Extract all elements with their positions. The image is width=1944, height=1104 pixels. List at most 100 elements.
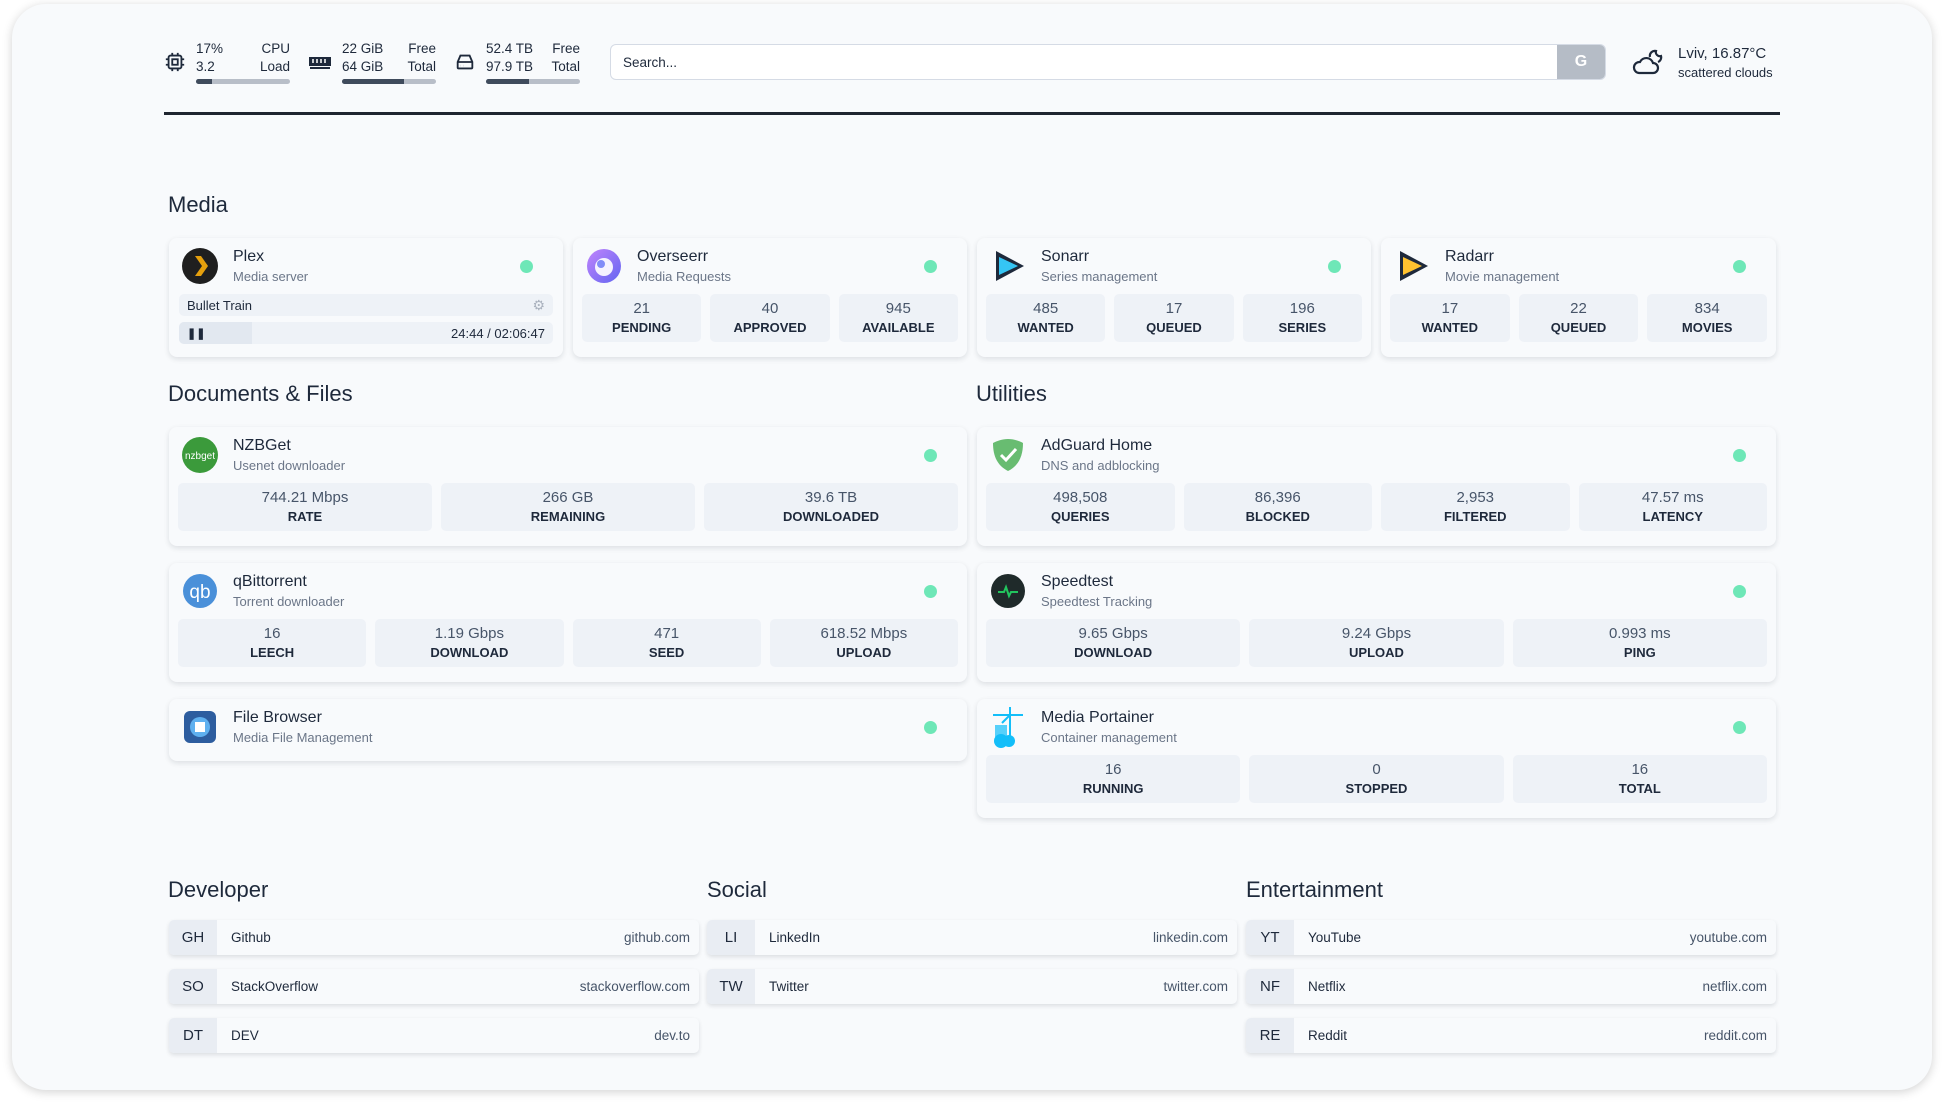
service-name: Media Portainer [1041,709,1154,726]
stat-value: 9.24 Gbps [1341,625,1412,642]
service-card-adguard[interactable]: AdGuard Home DNS and adblocking 498,508 QU… [977,427,1776,546]
service-description: Container management [1041,730,1177,745]
stat-value: 40 [761,300,779,317]
service-card-overseerr[interactable]: Overseerr Media Requests 21 PENDING 40 APPRO… [573,238,967,357]
stat-box: 40 APPROVED [710,294,830,342]
memory-icon [309,57,331,69]
stat-label: SERIES [1278,320,1327,335]
disk-free-label: Free [552,41,580,56]
section-title-utilities: Utilities [976,381,1047,406]
service-name: qBittorrent [233,573,307,590]
playback-progress[interactable]: ❚❚ 24:44 / 02:06:47 [179,322,553,344]
bookmark-twitter[interactable]: TW Twitter twitter.com [707,969,1237,1004]
bookmark-dev[interactable]: DT DEV dev.to [169,1018,699,1053]
status-dot [1733,720,1746,734]
svg-text:qb: qb [189,582,210,603]
stat-box: 196 SERIES [1242,294,1362,342]
overseerr-icon [585,247,623,285]
bookmark-url: github.com [623,930,690,945]
bookmark-url: stackoverflow.com [579,979,690,994]
stat-value: 9.65 Gbps [1078,625,1148,642]
stat-label: PING [1623,645,1656,660]
stat-box: 39.6 TB DOWNLOADED [704,483,958,531]
stat-value: 16 [263,625,281,642]
cpu-widget: 17% CPU 3.2 Load [164,40,290,84]
stat-label: QUEUED [1146,320,1202,335]
weather-condition: scattered clouds [1678,64,1773,80]
ram-total-label: Total [407,59,436,74]
stat-label: DOWNLOAD [430,645,509,660]
speedtest-icon [989,572,1027,610]
cpu-label: CPU [261,41,290,56]
stat-label: FILTERED [1443,509,1507,524]
bookmark-abbr: SO [169,969,217,1004]
stat-box: 17 WANTED [1390,294,1510,342]
disk-widget: 52.4 TB Free 97.9 TB Total [454,40,580,84]
now-playing-title-row: Bullet Train ⚙ [179,294,553,316]
bookmark-youtube[interactable]: YT YouTube youtube.com [1246,920,1776,955]
service-description: Speedtest Tracking [1041,594,1153,609]
bookmark-url: dev.to [654,1028,690,1043]
cpu-usage: 17% [196,41,224,56]
service-name: File Browser [233,709,322,726]
bookmark-github[interactable]: GH Github github.com [169,920,699,955]
settings-icon[interactable]: ⚙ [532,296,545,313]
ram-total: 64 GiB [342,59,384,74]
stat-value: 498,508 [1053,489,1108,506]
bookmark-url: twitter.com [1163,979,1228,994]
ram-free: 22 GiB [342,41,384,56]
status-dot [924,448,937,462]
stat-box: 485 WANTED [986,294,1106,342]
stat-label: LEECH [250,645,295,660]
bookmark-stackoverflow[interactable]: SO StackOverflow stackoverflow.com [169,969,699,1004]
bookmark-netflix[interactable]: NF Netflix netflix.com [1246,969,1776,1004]
bookmark-name: Github [231,930,271,945]
service-card-portainer[interactable]: Media Portainer Container management 16 RU… [977,699,1776,818]
service-name: Radarr [1445,248,1494,265]
search-button[interactable]: G [1557,45,1605,79]
service-description: Media File Management [233,730,373,745]
stat-value: 86,396 [1254,489,1301,506]
stat-label: QUERIES [1050,509,1110,524]
stat-value: 21 [633,300,650,317]
service-card-filebrowser[interactable]: File Browser Media File Management [169,699,967,761]
disk-total: 97.9 TB [486,59,534,74]
bookmark-reddit[interactable]: RE Reddit reddit.com [1246,1018,1776,1053]
header-divider [164,112,1780,115]
stat-value: 266 GB [542,489,594,506]
stat-value: 17 [1165,300,1183,317]
status-dot [1733,584,1746,598]
pause-icon[interactable]: ❚❚ [187,327,206,340]
bookmark-linkedin[interactable]: LI LinkedIn linkedin.com [707,920,1237,955]
load-label: Load [259,59,290,74]
stat-label: WANTED [1421,320,1478,335]
filebrowser-icon [181,708,219,746]
service-card-plex[interactable]: Plex Media server Bullet Train ⚙ ❚❚ 24:44 … [169,238,563,357]
hard-drive-icon [456,54,474,70]
service-card-radarr[interactable]: Radarr Movie management 17 WANTED 22 QUEUED 8… [1381,238,1776,357]
stat-value: 22 [1570,300,1587,317]
stat-box: 9.24 Gbps UPLOAD [1249,619,1504,667]
bookmark-name: Twitter [769,979,809,994]
stat-box: 2,953 FILTERED [1381,483,1570,531]
service-card-speedtest[interactable]: Speedtest Speedtest Tracking 9.65 Gbps DOW… [977,563,1776,682]
cloud-moon-icon [1632,49,1663,75]
stat-value: 618.52 Mbps [820,625,908,642]
service-card-qbittorrent[interactable]: qb qBittorrent Torrent downloader 16 LEECH… [169,563,967,682]
adguard-icon [989,436,1027,474]
bookmarks-developer: GH Github github.com SO StackOverflow stackov… [169,920,699,1067]
now-playing-title: Bullet Train [187,297,253,313]
disk-total-label: Total [551,59,580,74]
ram-bar [342,79,436,84]
service-name: Overseerr [637,248,709,265]
stat-value: 945 [885,300,911,317]
service-card-nzbget[interactable]: nzbget NZBGet Usenet downloader 744.21 Mb… [169,427,967,546]
search-input[interactable] [611,45,1557,79]
stat-value: 47.57 ms [1641,489,1704,506]
service-card-sonarr[interactable]: Sonarr Series management 485 WANTED 17 QUEUE… [977,238,1371,357]
bookmark-abbr: DT [169,1018,217,1053]
section-title-docs: Documents & Files [168,381,353,406]
service-description: Usenet downloader [233,458,346,473]
bookmark-url: netflix.com [1702,979,1767,994]
portainer-icon [989,707,1027,748]
